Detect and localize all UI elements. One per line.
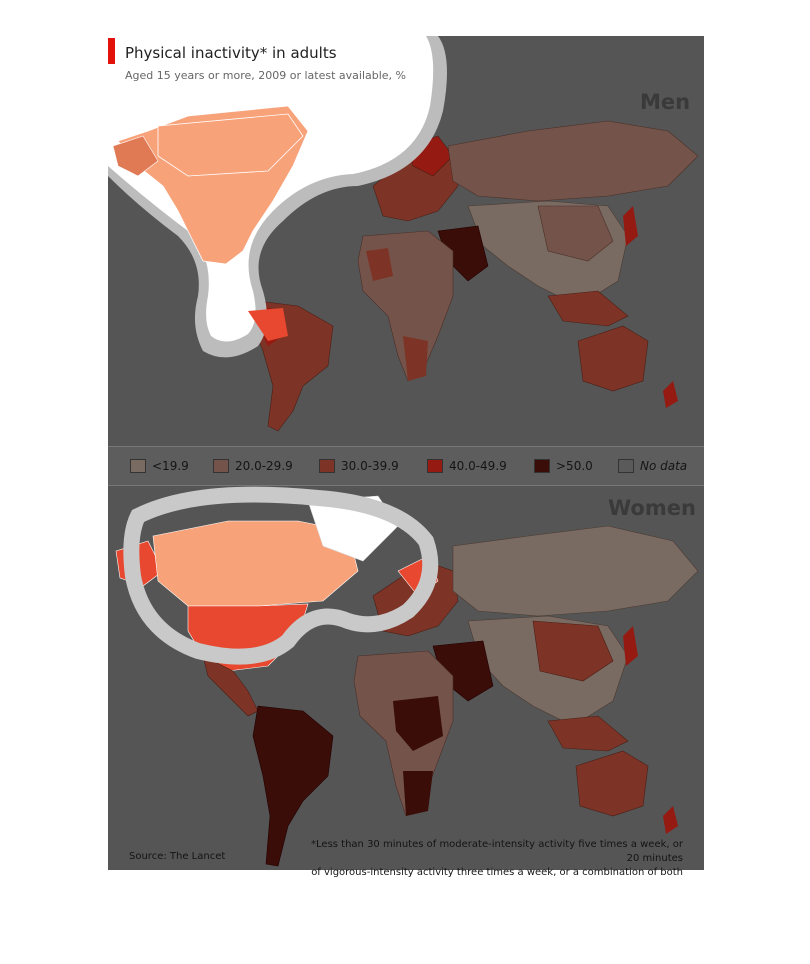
men-map-label: Men xyxy=(640,90,691,114)
men-australia xyxy=(577,325,649,392)
men-russia xyxy=(447,120,699,202)
legend-swatch-no-data xyxy=(618,459,634,473)
footnote-line-2: of vigorous-intensity activity three tim… xyxy=(311,867,683,878)
legend-label-20-29: 20.0-29.9 xyxy=(235,459,293,473)
men-south-tip-lit xyxy=(248,308,288,341)
legend-label-no-data: No data xyxy=(640,459,688,473)
men-map xyxy=(108,36,699,432)
women-africa-central xyxy=(393,696,443,751)
women-map-label: Women xyxy=(608,496,696,520)
women-japan xyxy=(623,626,638,666)
legend-label-lt-19-9: <19.9 xyxy=(152,459,189,473)
men-se-asia xyxy=(547,290,629,327)
legend-swatch-lt-19-9 xyxy=(130,459,146,473)
title-accent-bar xyxy=(108,38,115,64)
source-note: Source: The Lancet xyxy=(129,851,226,862)
women-australia xyxy=(575,750,649,817)
women-africa-south xyxy=(403,771,433,816)
legend-label-gt-50: >50.0 xyxy=(556,459,593,473)
men-alaska-lit xyxy=(112,135,159,177)
footnote-line-1: *Less than 30 minutes of moderate-intens… xyxy=(311,839,683,864)
world-maps xyxy=(108,36,699,867)
men-japan xyxy=(623,206,638,246)
chart-title: Physical inactivity* in adults xyxy=(125,44,337,62)
women-russia xyxy=(452,525,699,617)
women-mexico xyxy=(202,655,259,717)
men-canada-lit xyxy=(157,113,304,177)
men-africa-west xyxy=(366,248,393,281)
footnote: *Less than 30 minutes of moderate-intens… xyxy=(300,838,683,880)
women-south-america xyxy=(252,705,334,867)
legend-swatch-20-29 xyxy=(213,459,229,473)
women-se-asia xyxy=(547,715,629,752)
legend-swatch-40-49 xyxy=(427,459,443,473)
legend xyxy=(108,446,704,486)
chart-subtitle: Aged 15 years or more, 2009 or latest av… xyxy=(125,69,407,82)
legend-label-30-39: 30.0-39.9 xyxy=(341,459,399,473)
legend-swatch-gt-50 xyxy=(534,459,550,473)
men-new-zealand xyxy=(663,381,678,408)
legend-label-40-49: 40.0-49.9 xyxy=(449,459,507,473)
women-china xyxy=(532,620,614,682)
women-map xyxy=(115,495,699,867)
men-china xyxy=(537,205,614,262)
men-africa-south xyxy=(403,336,428,381)
women-canada xyxy=(152,520,359,607)
women-lens-ring xyxy=(123,486,439,665)
women-new-zealand xyxy=(663,806,678,834)
legend-swatch-30-39 xyxy=(319,459,335,473)
